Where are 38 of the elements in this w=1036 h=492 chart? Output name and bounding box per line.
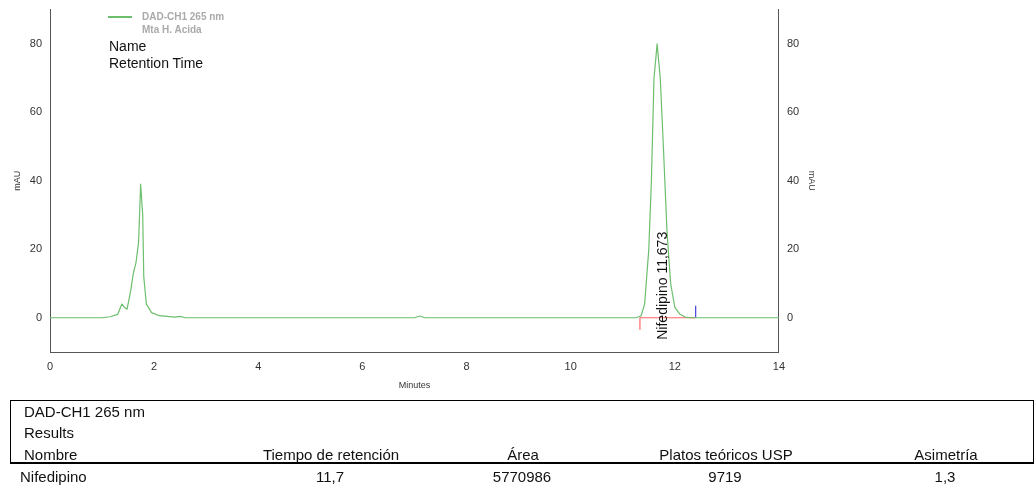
y2-tick-label: 0 <box>786 310 794 323</box>
y2-axis-title: mAU <box>807 170 818 191</box>
legend-title: Mta H. Acida <box>141 23 203 36</box>
y2-tick-label: 80 <box>786 36 800 49</box>
text: Área <box>507 446 539 463</box>
x-tick-label: 2 <box>151 359 158 372</box>
y-tick-label: 80 <box>29 36 43 49</box>
text: 11,7 <box>315 468 345 485</box>
y2-tick-label: 20 <box>786 242 800 255</box>
x-tick-label: 8 <box>463 359 470 372</box>
legend-label: DAD-CH1 265 nm <box>141 10 225 23</box>
x-tick-label: 6 <box>359 359 366 372</box>
text: 9719 <box>708 468 742 485</box>
text: Nifedipino <box>20 468 87 485</box>
y2-tick-label: 40 <box>786 173 800 186</box>
y-tick-label: 40 <box>29 173 43 186</box>
x-tick-label: 14 <box>772 359 786 372</box>
x-tick-label: 4 <box>255 359 262 372</box>
x-tick-label: 0 <box>46 359 54 372</box>
text: DAD-CH1 265 nm <box>24 403 145 420</box>
text: Results <box>24 424 75 441</box>
text: 5770986 <box>492 468 552 485</box>
text: Nombre <box>24 446 78 463</box>
y-tick-label: 0 <box>35 310 43 323</box>
text: Platos teóricos USP <box>659 446 793 463</box>
text: 1,3 <box>934 468 956 485</box>
annotation: Name <box>109 38 148 55</box>
x-tick-label: 10 <box>564 359 577 372</box>
y-axis-title: mAU <box>11 170 22 191</box>
annotation: Retention Time <box>109 55 204 72</box>
text: Asimetría <box>914 446 978 463</box>
y-tick-label: 60 <box>29 105 43 118</box>
y2-tick-label: 60 <box>786 105 800 118</box>
x-axis-title: Minutes <box>398 380 431 391</box>
annotation: Nifedipino 11,673 <box>653 231 670 340</box>
text: Tiempo de retención <box>262 446 400 463</box>
x-tick-label: 12 <box>668 359 681 372</box>
y-tick-label: 20 <box>29 242 43 255</box>
